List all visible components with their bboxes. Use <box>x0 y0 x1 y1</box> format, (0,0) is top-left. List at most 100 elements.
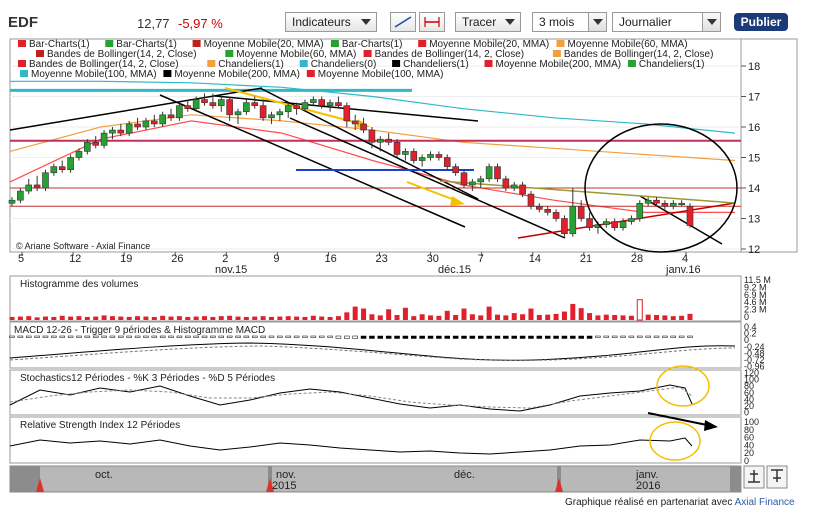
volume-bar <box>620 315 626 320</box>
candle-body <box>67 157 74 170</box>
macd-hist-bar <box>193 335 199 338</box>
month-label: déc.15 <box>438 264 471 276</box>
macd-title: MACD 12-26 - Trigger 9 périodes & Histog… <box>14 325 265 336</box>
chevron-down-icon <box>707 19 717 25</box>
candle-body <box>58 166 66 170</box>
credit-link[interactable]: Axial Finance <box>734 497 795 508</box>
candle-body <box>561 218 568 235</box>
navigator-label: 2015 <box>272 480 296 492</box>
macd-tick-label: 0.2 <box>744 329 757 339</box>
date-tick-label: 14 <box>529 253 541 265</box>
date-tick-label: 2 <box>222 253 228 265</box>
candle-body <box>393 141 401 155</box>
candle-body <box>477 178 485 183</box>
candle-body <box>125 123 133 134</box>
macd-hist-bar <box>185 335 191 338</box>
candle-body <box>184 105 192 110</box>
arrow-head-icon <box>450 196 465 206</box>
volume-bar <box>235 316 241 320</box>
candle-body <box>602 221 610 225</box>
draw-dropdown[interactable]: Tracer <box>455 12 521 32</box>
publish-button[interactable]: Publier <box>734 13 788 31</box>
legend-swatch <box>207 60 216 67</box>
candle-body <box>669 202 677 207</box>
trend-line <box>159 94 466 228</box>
line-tool-button[interactable] <box>390 12 416 32</box>
volume-bar <box>386 309 392 320</box>
legend-entry: Moyenne Mobile(200, MMA) <box>174 69 300 80</box>
indicators-dropdown[interactable]: Indicateurs <box>285 12 377 32</box>
volume-bar <box>243 316 249 320</box>
macd-hist-bar <box>427 335 434 339</box>
legend-entry: Moyenne Mobile(20, MMA) <box>204 39 324 50</box>
period-select[interactable]: 3 mois <box>532 12 607 32</box>
candle-body <box>586 218 593 228</box>
legend-swatch <box>484 60 493 67</box>
volume-bar <box>210 316 216 320</box>
zoom-in-icon <box>748 470 760 483</box>
volume-bar <box>670 316 676 320</box>
copyright: © Ariane Software - Axial Finance <box>16 241 150 251</box>
interval-select[interactable]: Journalier <box>612 12 721 32</box>
macd-hist-bar <box>159 335 166 338</box>
date-tick-label: 5 <box>18 253 24 265</box>
candle-body <box>686 206 694 226</box>
navigator-handle-left[interactable] <box>10 466 40 492</box>
navigator-handle-right[interactable] <box>730 466 741 492</box>
ticker-symbol: EDF <box>8 14 38 31</box>
draw-label: Tracer <box>462 15 497 29</box>
trend-line <box>289 117 566 239</box>
legend-entry: Moyenne Mobile(100, MMA) <box>31 69 157 80</box>
price-tick-label: 18 <box>748 61 760 73</box>
macd-hist-bar <box>603 335 610 338</box>
candle-body <box>435 154 443 158</box>
date-tick-label: 16 <box>324 253 336 265</box>
volume-bar <box>185 316 191 320</box>
macd-hist-bar <box>218 335 225 338</box>
volume-bar <box>436 315 442 320</box>
candle-body <box>552 212 560 219</box>
macd-hist-bar <box>176 335 183 338</box>
candle-body <box>343 105 351 122</box>
macd-hist-bar <box>126 335 132 338</box>
time-navigator[interactable] <box>9 465 742 493</box>
candle-body <box>310 99 317 103</box>
candle-body <box>251 102 259 106</box>
trend-line-icon <box>394 16 412 28</box>
volume-bar <box>469 314 475 320</box>
candle-body <box>376 138 384 143</box>
volume-bar <box>461 308 467 320</box>
macd-hist-bar <box>168 335 174 338</box>
resistance-line <box>439 180 736 204</box>
legend-swatch <box>163 70 172 77</box>
hline-tool-button[interactable] <box>419 12 445 32</box>
credit-text: Graphique réalisé en partenariat avec <box>565 497 733 508</box>
candle-body <box>418 157 426 161</box>
volume-bar <box>645 314 651 320</box>
legend-swatch <box>330 40 339 47</box>
macd-hist-bar <box>260 335 266 338</box>
volume-bar <box>545 314 551 320</box>
rsi-tick-label: 60 <box>744 433 754 443</box>
volume-bar <box>612 315 618 320</box>
legend-swatch <box>20 70 28 77</box>
candle-body <box>50 166 58 174</box>
candle-body <box>536 206 543 210</box>
candle-body <box>661 202 669 207</box>
volume-bar <box>76 316 82 320</box>
volume-bar <box>687 313 693 320</box>
volume-panel <box>9 275 742 322</box>
macd-hist-bar <box>670 335 677 338</box>
macd-hist-bar <box>402 335 409 339</box>
highlight-circle <box>656 365 710 407</box>
candle-body <box>653 199 660 204</box>
volume-bar <box>319 316 325 320</box>
candle-body <box>502 178 510 189</box>
date-tick-label: 23 <box>376 253 388 265</box>
last-price: 12,77 <box>137 16 170 31</box>
legend-entry: Bandes de Bollinger(14, 2, Close) <box>564 49 714 60</box>
price-change: -5,97 % <box>178 16 223 31</box>
macd-histogram <box>9 335 693 339</box>
legend-entry: Chandeliers(1) <box>639 59 705 70</box>
macd-hist-bar <box>318 335 325 338</box>
